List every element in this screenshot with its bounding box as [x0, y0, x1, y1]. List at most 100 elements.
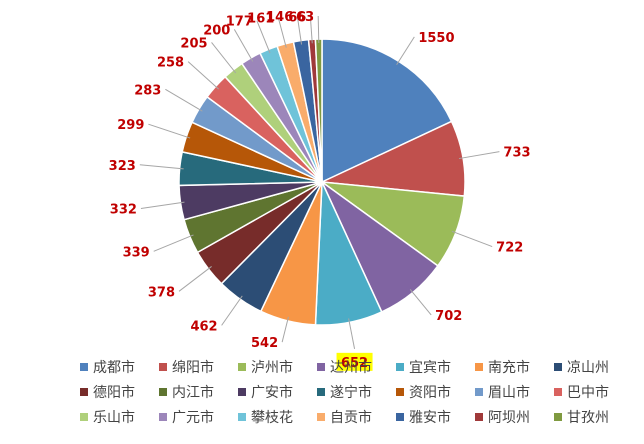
legend-item: 宜宾市 — [396, 357, 475, 376]
legend-swatch — [554, 412, 562, 421]
data-label: 733 — [503, 146, 530, 161]
legend-item: 资阳市 — [396, 382, 475, 401]
legend-label: 广元市 — [172, 409, 214, 426]
legend-label: 雅安市 — [409, 409, 451, 426]
highlight-box — [336, 352, 373, 371]
legend-label: 眉山市 — [488, 384, 530, 401]
leader-line — [165, 88, 203, 112]
legend-swatch — [554, 362, 562, 371]
legend-label: 绵阳市 — [172, 359, 214, 376]
legend-swatch — [159, 412, 167, 421]
leader-line — [140, 201, 185, 209]
legend-item: 阿坝州 — [475, 407, 554, 426]
data-label: 323 — [109, 159, 136, 174]
leader-line — [148, 123, 191, 139]
legend-swatch — [80, 412, 88, 421]
leader-line — [317, 16, 320, 44]
leader-line — [451, 230, 493, 248]
legend-swatch — [317, 362, 325, 371]
leader-line — [296, 15, 303, 45]
leader-line — [409, 289, 432, 316]
legend-swatch — [80, 362, 88, 371]
legend-swatch — [396, 412, 404, 421]
leader-line — [139, 164, 184, 170]
leader-line — [178, 266, 212, 292]
data-label: 161 — [247, 12, 274, 27]
legend-item: 达州市 — [317, 357, 396, 376]
data-label: 200 — [203, 23, 230, 38]
legend-item: 遂宁市 — [317, 382, 396, 401]
data-label: 462 — [190, 319, 217, 334]
legend-label: 德阳市 — [93, 384, 135, 401]
data-label: 542 — [251, 336, 278, 351]
legend-label: 资阳市 — [409, 384, 451, 401]
leader-line — [187, 61, 219, 90]
legend-swatch — [396, 362, 404, 371]
legend-item: 德阳市 — [80, 382, 159, 401]
legend-label: 甘孜州 — [567, 409, 609, 426]
data-label: 205 — [180, 36, 207, 51]
legend-swatch — [475, 362, 483, 371]
legend-item: 南充市 — [475, 357, 554, 376]
legend-item: 泸州市 — [238, 357, 317, 376]
legend-label: 宜宾市 — [409, 359, 451, 376]
legend-item: 巴中市 — [554, 382, 633, 401]
leader-line — [277, 17, 287, 48]
leader-line — [348, 318, 356, 349]
legend-swatch — [396, 387, 404, 396]
legend-item: 雅安市 — [396, 407, 475, 426]
data-label: 258 — [157, 56, 184, 71]
data-label: 146 — [266, 10, 293, 25]
legend-swatch — [317, 412, 325, 421]
legend-item: 绵阳市 — [159, 357, 238, 376]
data-label: 177 — [226, 15, 253, 30]
legend-swatch — [80, 387, 88, 396]
data-label: 339 — [123, 245, 150, 260]
legend-swatch — [554, 387, 562, 396]
leader-line — [211, 42, 237, 74]
leader-line — [256, 20, 271, 54]
data-label: 722 — [496, 241, 523, 256]
data-label: 283 — [134, 83, 161, 98]
legend-label: 内江市 — [172, 384, 214, 401]
legend-item: 广安市 — [238, 382, 317, 401]
legend-label: 达州市 — [330, 359, 372, 376]
data-label: 332 — [110, 203, 137, 218]
legend-item: 成都市 — [80, 357, 159, 376]
legend-item: 凉山州 — [554, 357, 633, 376]
data-label: 702 — [435, 309, 462, 324]
leader-line — [233, 29, 254, 62]
legend-label: 凉山州 — [567, 359, 609, 376]
legend-label: 自贡市 — [330, 409, 372, 426]
leader-line — [153, 234, 194, 252]
legend-swatch — [475, 387, 483, 396]
leader-line — [458, 151, 500, 160]
legend-swatch — [238, 387, 246, 396]
legend-label: 乐山市 — [93, 409, 135, 426]
legend-label: 遂宁市 — [330, 384, 372, 401]
data-label: 378 — [148, 285, 175, 300]
data-label: 652 — [341, 356, 368, 371]
legend-swatch — [238, 412, 246, 421]
leader-line — [281, 316, 289, 343]
legend-label: 攀枝花 — [251, 409, 293, 426]
legend-label: 成都市 — [93, 359, 135, 376]
data-label: 66 — [288, 10, 306, 25]
legend-item: 内江市 — [159, 382, 238, 401]
legend-label: 广安市 — [251, 384, 293, 401]
legend-item: 自贡市 — [317, 407, 396, 426]
leader-line — [221, 295, 243, 326]
chart-legend: 成都市 绵阳市 泸州市 达州市 宜宾市 南充市 凉山州德阳市 内江市 广安市 遂宁市 资阳市 眉山市 巴… — [80, 357, 640, 426]
legend-swatch — [475, 412, 483, 421]
legend-swatch — [159, 387, 167, 396]
legend-label: 南充市 — [488, 359, 530, 376]
legend-item: 眉山市 — [475, 382, 554, 401]
legend-label: 阿坝州 — [488, 409, 530, 426]
legend-swatch — [238, 362, 246, 371]
legend-swatch — [317, 387, 325, 396]
legend-label: 巴中市 — [567, 384, 609, 401]
legend-item: 甘孜州 — [554, 407, 633, 426]
legend-item: 乐山市 — [80, 407, 159, 426]
